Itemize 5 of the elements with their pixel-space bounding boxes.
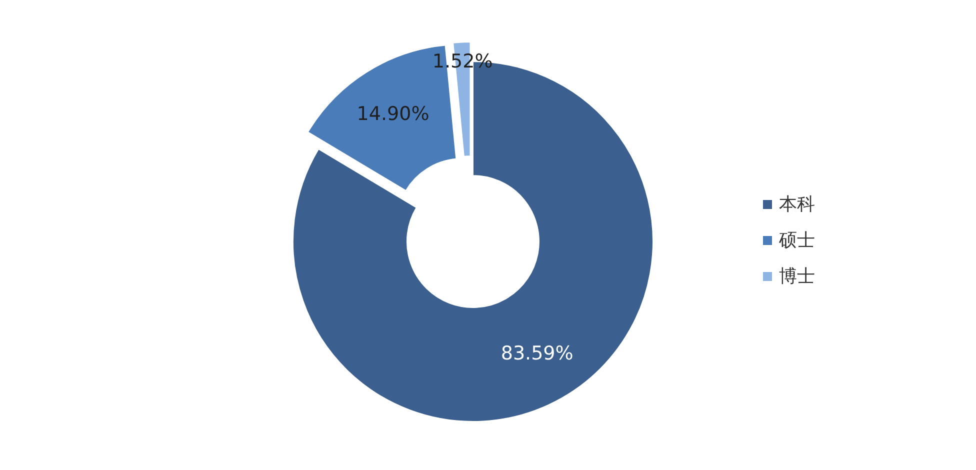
data-label: 14.90%	[356, 102, 430, 125]
legend-label: 博士	[779, 266, 815, 287]
legend-label: 硕士	[778, 230, 815, 251]
legend-label: 本科	[779, 194, 815, 215]
data-label: 83.59%	[500, 342, 574, 365]
